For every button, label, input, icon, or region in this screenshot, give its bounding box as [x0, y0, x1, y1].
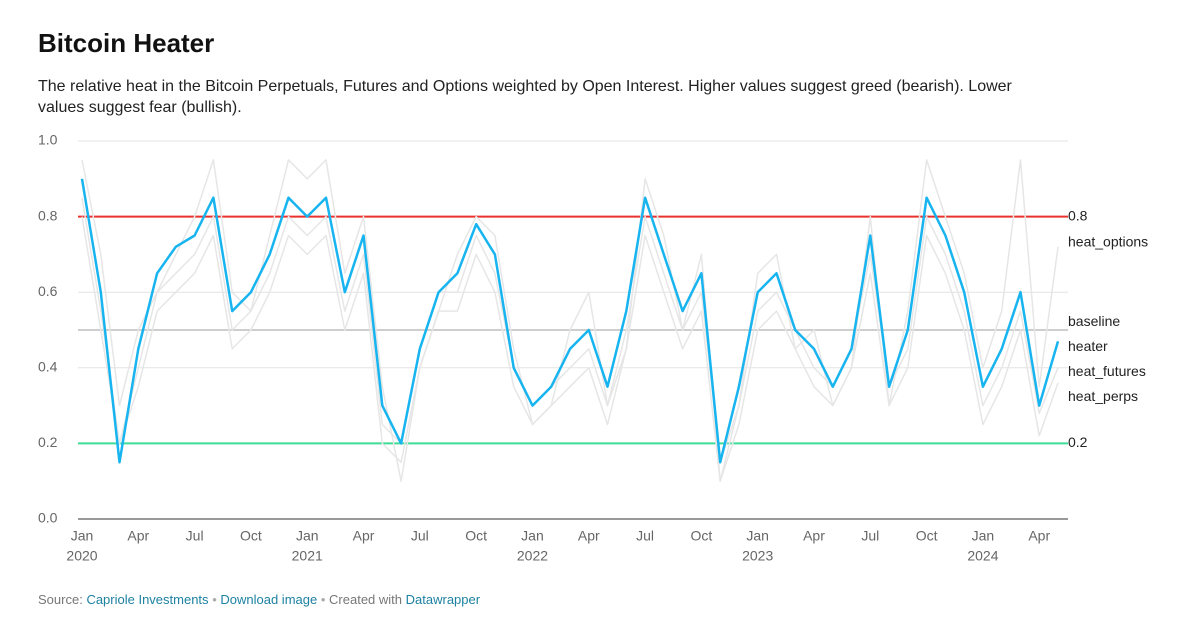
line-label: heat_options — [1068, 233, 1148, 249]
x-tick-label: Jul — [861, 528, 879, 544]
x-tick-label: Jan — [746, 528, 769, 544]
x-tick-year: 2022 — [517, 548, 548, 564]
x-tick-label: Apr — [578, 528, 600, 544]
chart-subtitle: The relative heat in the Bitcoin Perpetu… — [38, 78, 1013, 95]
line-label: 0.8 — [1068, 207, 1088, 223]
x-tick-year: 2023 — [742, 548, 773, 564]
plot — [78, 159, 1068, 482]
x-tick-label: Oct — [916, 528, 938, 544]
y-tick-label: 0.4 — [38, 359, 58, 375]
tool-link[interactable]: Datawrapper — [406, 592, 481, 607]
created-with: Created with — [329, 592, 402, 607]
x-tick-label: Apr — [127, 528, 149, 544]
x-tick-label: Oct — [240, 528, 262, 544]
line — [81, 197, 1059, 464]
y-tick-label: 1.0 — [38, 132, 58, 148]
chart-title: Bitcoin Heater — [38, 28, 214, 58]
x-tick-year: 2024 — [967, 548, 998, 564]
separator: • — [212, 592, 217, 607]
x-tick-label: Oct — [465, 528, 487, 544]
x-tick-year: 2020 — [66, 548, 97, 564]
x-tick-year: 2021 — [292, 548, 323, 564]
x-tick-label: Jan — [71, 528, 94, 544]
x-tick-label: Jan — [972, 528, 995, 544]
line-label: 0.2 — [1068, 434, 1088, 450]
line-label: baseline — [1068, 313, 1120, 329]
grid: 0.0 0.2 0.4 0.6 0.8 1.0 Jan 2020 Apr Jul Oct Jan 202… — [38, 132, 1068, 564]
x-tick-label: Jan — [296, 528, 319, 544]
x-tick-label: Apr — [353, 528, 375, 544]
download-link[interactable]: Download image — [220, 592, 317, 607]
x-tick-label: Oct — [690, 528, 712, 544]
line-label: heat_perps — [1068, 388, 1138, 404]
source-prefix: Source: — [38, 592, 83, 607]
y-tick-label: 0.6 — [38, 283, 58, 299]
x-tick-label: Apr — [803, 528, 825, 544]
labels: 0.8baseline0.2heat_optionsheat_futureshe… — [1068, 207, 1148, 450]
line — [80, 178, 1060, 464]
y-tick-label: 0.0 — [38, 510, 58, 526]
footer: Source: Capriole Investments • Download … — [38, 592, 481, 607]
x-tick-label: Jan — [521, 528, 544, 544]
y-tick-label: 0.8 — [38, 207, 58, 223]
line — [81, 216, 1059, 482]
y-tick-label: 0.2 — [38, 434, 58, 450]
x-tick-label: Jul — [636, 528, 654, 544]
x-tick-label: Apr — [1028, 528, 1050, 544]
x-tick-label: Jul — [411, 528, 429, 544]
separator: • — [321, 592, 326, 607]
chart-subtitle: values suggest fear (bullish). — [38, 99, 242, 116]
line-label: heater — [1068, 338, 1108, 354]
x-tick-label: Jul — [186, 528, 204, 544]
source-link[interactable]: Capriole Investments — [86, 592, 209, 607]
line-label: heat_futures — [1068, 363, 1146, 379]
